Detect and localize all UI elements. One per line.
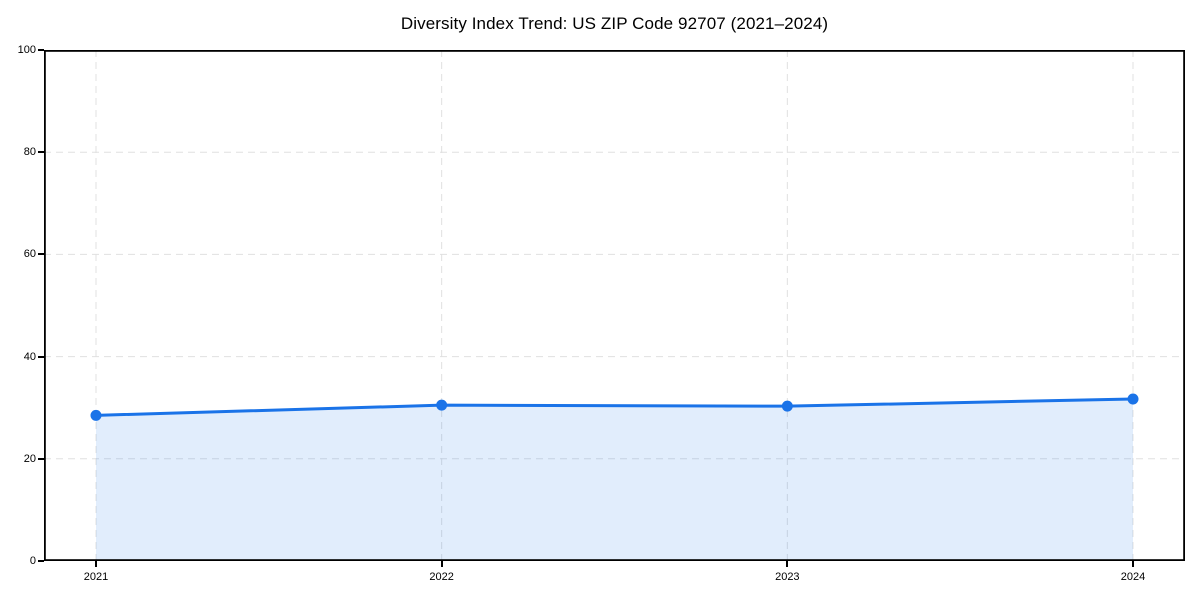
y-tick-label: 100 — [17, 44, 36, 56]
x-tick-mark — [440, 561, 443, 567]
area-fill — [96, 399, 1133, 561]
data-point-marker — [90, 409, 102, 421]
data-point-marker — [781, 400, 793, 412]
y-tick-label: 60 — [23, 248, 36, 261]
y-tick-mark — [38, 457, 44, 460]
x-tick-mark — [786, 561, 789, 567]
y-tick-label: 40 — [23, 350, 36, 363]
y-tick-mark — [38, 49, 44, 51]
x-tick-label: 2021 — [83, 571, 109, 583]
y-tick-label: 80 — [23, 146, 36, 159]
y-tick-label: 20 — [23, 452, 36, 465]
y-tick-mark — [38, 151, 44, 154]
x-tick-mark — [1132, 561, 1134, 567]
x-tick-mark — [95, 561, 97, 567]
x-tick-label: 2022 — [429, 571, 454, 583]
trend-line — [94, 397, 1135, 417]
y-tick-mark — [38, 560, 44, 562]
data-point-marker — [1127, 393, 1139, 405]
data-point-marker — [436, 399, 448, 411]
y-tick-mark — [38, 355, 44, 358]
y-tick-mark — [38, 253, 44, 256]
chart-title: Diversity Index Trend: US ZIP Code 92707… — [400, 14, 829, 33]
y-tick-label: 0 — [29, 555, 36, 567]
plot-border — [44, 50, 1185, 561]
line-chart-svg — [44, 50, 1185, 561]
x-tick-label: 2024 — [1120, 571, 1146, 583]
plot-area — [44, 50, 1185, 561]
x-tick-label: 2023 — [775, 571, 800, 583]
